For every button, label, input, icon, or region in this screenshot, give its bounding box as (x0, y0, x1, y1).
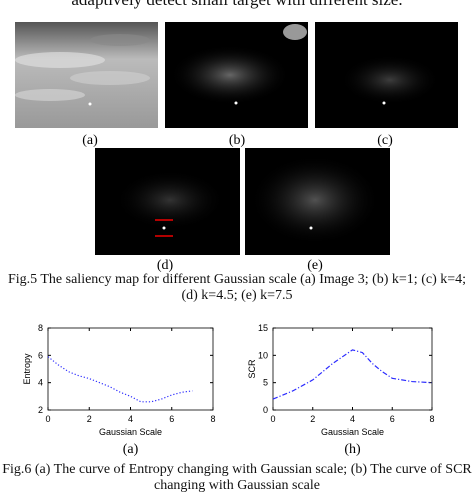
plot-frame (47, 327, 214, 411)
data-line (47, 356, 193, 403)
x-tick-label: 0 (45, 414, 50, 424)
sub-label: (h) (344, 442, 361, 457)
y-axis-label: SCR (247, 359, 257, 379)
x-tick-label: 2 (87, 414, 92, 424)
y-tick-label: 8 (38, 323, 43, 333)
y-tick-label: 5 (263, 378, 268, 388)
panel-d (95, 148, 240, 255)
x-tick-label: 6 (390, 414, 395, 424)
panel-label: (a) (82, 133, 98, 148)
y-tick-label: 2 (38, 405, 43, 415)
y-tick-label: 4 (38, 378, 43, 388)
x-axis-label: Gaussian Scale (321, 427, 384, 437)
panel-e (245, 148, 390, 255)
panel-label: (c) (377, 133, 393, 148)
y-axis-label: Entropy (22, 353, 32, 385)
panel-a (15, 22, 158, 128)
x-tick-label: 4 (128, 414, 133, 424)
body-text: adaptively detect small target with diff… (0, 0, 474, 8)
x-tick-label: 2 (310, 414, 315, 424)
panel-label: (e) (307, 258, 323, 273)
y-tick-label: 0 (263, 405, 268, 415)
plot-frame (272, 327, 433, 411)
x-tick-label: 8 (429, 414, 434, 424)
x-tick-label: 0 (270, 414, 275, 424)
data-line (272, 349, 433, 400)
figure-caption: Fig.6 (a) The curve of Entropy changing … (2, 462, 472, 493)
figure-caption: Fig.5 The saliency map for different Gau… (7, 272, 467, 303)
x-tick-label: 6 (169, 414, 174, 424)
panel-b (165, 22, 308, 128)
y-tick-label: 10 (258, 350, 268, 360)
x-axis-label: Gaussian Scale (99, 427, 162, 437)
x-tick-label: 4 (350, 414, 355, 424)
y-tick-label: 15 (258, 323, 268, 333)
panel-label: (b) (229, 133, 246, 148)
panel-c (315, 22, 458, 128)
panel-label: (d) (157, 258, 174, 273)
x-tick-label: 8 (210, 414, 215, 424)
sub-label: (a) (123, 442, 139, 457)
y-tick-label: 6 (38, 350, 43, 360)
